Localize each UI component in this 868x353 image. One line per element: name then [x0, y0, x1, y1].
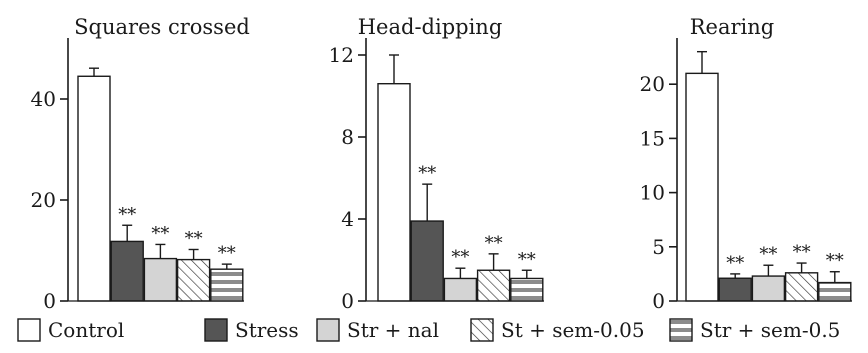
significance-label: **: [826, 251, 844, 272]
bar-white: [377, 82, 411, 302]
y-tick-label: 10: [640, 181, 665, 205]
panel-title: Rearing: [690, 15, 774, 39]
y-tick-label: 20: [640, 72, 665, 96]
legend: Control Stress Str + nal St + sem-0.05 Str +…: [17, 318, 840, 342]
legend-label: St + sem-0.05: [501, 318, 645, 342]
legend-item: Stress: [204, 318, 299, 342]
significance-label: **: [759, 244, 777, 265]
panel-0: Squares crossed 0 20 40 ** ** ** **: [31, 15, 250, 313]
legend-item: St + sem-0.05: [470, 318, 645, 342]
bar-white: [77, 75, 111, 302]
panel-title: Squares crossed: [74, 15, 250, 39]
significance-label: **: [218, 243, 236, 264]
bar-hatched: [176, 258, 211, 302]
legend-label: Control: [48, 318, 124, 342]
legend-swatch: [204, 318, 228, 342]
bar-horizontal-stripes: [210, 268, 244, 302]
y-tick-label: 0: [652, 289, 665, 313]
bar-dark: [718, 277, 752, 302]
bar-light-gray: [443, 277, 478, 302]
bar-horizontal-stripes: [818, 281, 852, 302]
y-tick-label: 8: [341, 125, 354, 149]
significance-label: **: [151, 223, 169, 244]
bar-horizontal-stripes: [510, 277, 544, 302]
significance-label: **: [185, 228, 203, 249]
bar-light-gray: [751, 275, 786, 302]
bar-hatched: [784, 272, 819, 302]
significance-label: **: [418, 163, 436, 184]
significance-label: **: [793, 242, 811, 263]
y-tick-label: 40: [31, 87, 56, 111]
legend-swatch: [17, 318, 41, 342]
significance-label: **: [485, 233, 503, 254]
legend-label: Str + nal: [347, 318, 439, 342]
panel-1: Head-dipping 0 4 8 12 ** ** ** **: [329, 15, 544, 313]
panel-2: Rearing 0 5 10 15 20 ** ** ** **: [640, 15, 852, 313]
y-tick-label: 15: [640, 126, 665, 150]
significance-label: **: [518, 249, 536, 270]
bar-white: [685, 72, 719, 302]
significance-label: **: [451, 247, 469, 268]
y-tick-label: 12: [329, 43, 354, 67]
panel-title: Head-dipping: [358, 15, 503, 39]
bar-hatched: [476, 269, 511, 302]
legend-item: Str + sem-0.5: [669, 318, 840, 342]
y-tick-label: 5: [652, 235, 665, 259]
significance-label: **: [726, 253, 744, 274]
legend-swatch: [669, 318, 693, 342]
significance-label: **: [118, 204, 136, 225]
legend-swatch: [470, 318, 494, 342]
legend-label: Str + sem-0.5: [700, 318, 840, 342]
y-tick-label: 0: [43, 289, 56, 313]
bar-dark: [110, 240, 144, 302]
bar-light-gray: [143, 257, 178, 302]
legend-swatch: [316, 318, 340, 342]
bar-dark: [410, 220, 444, 302]
y-tick-label: 4: [341, 207, 354, 231]
y-tick-label: 0: [341, 289, 354, 313]
legend-label: Stress: [235, 318, 299, 342]
legend-item: Str + nal: [316, 318, 439, 342]
y-tick-label: 20: [31, 188, 56, 212]
legend-item: Control: [17, 318, 124, 342]
